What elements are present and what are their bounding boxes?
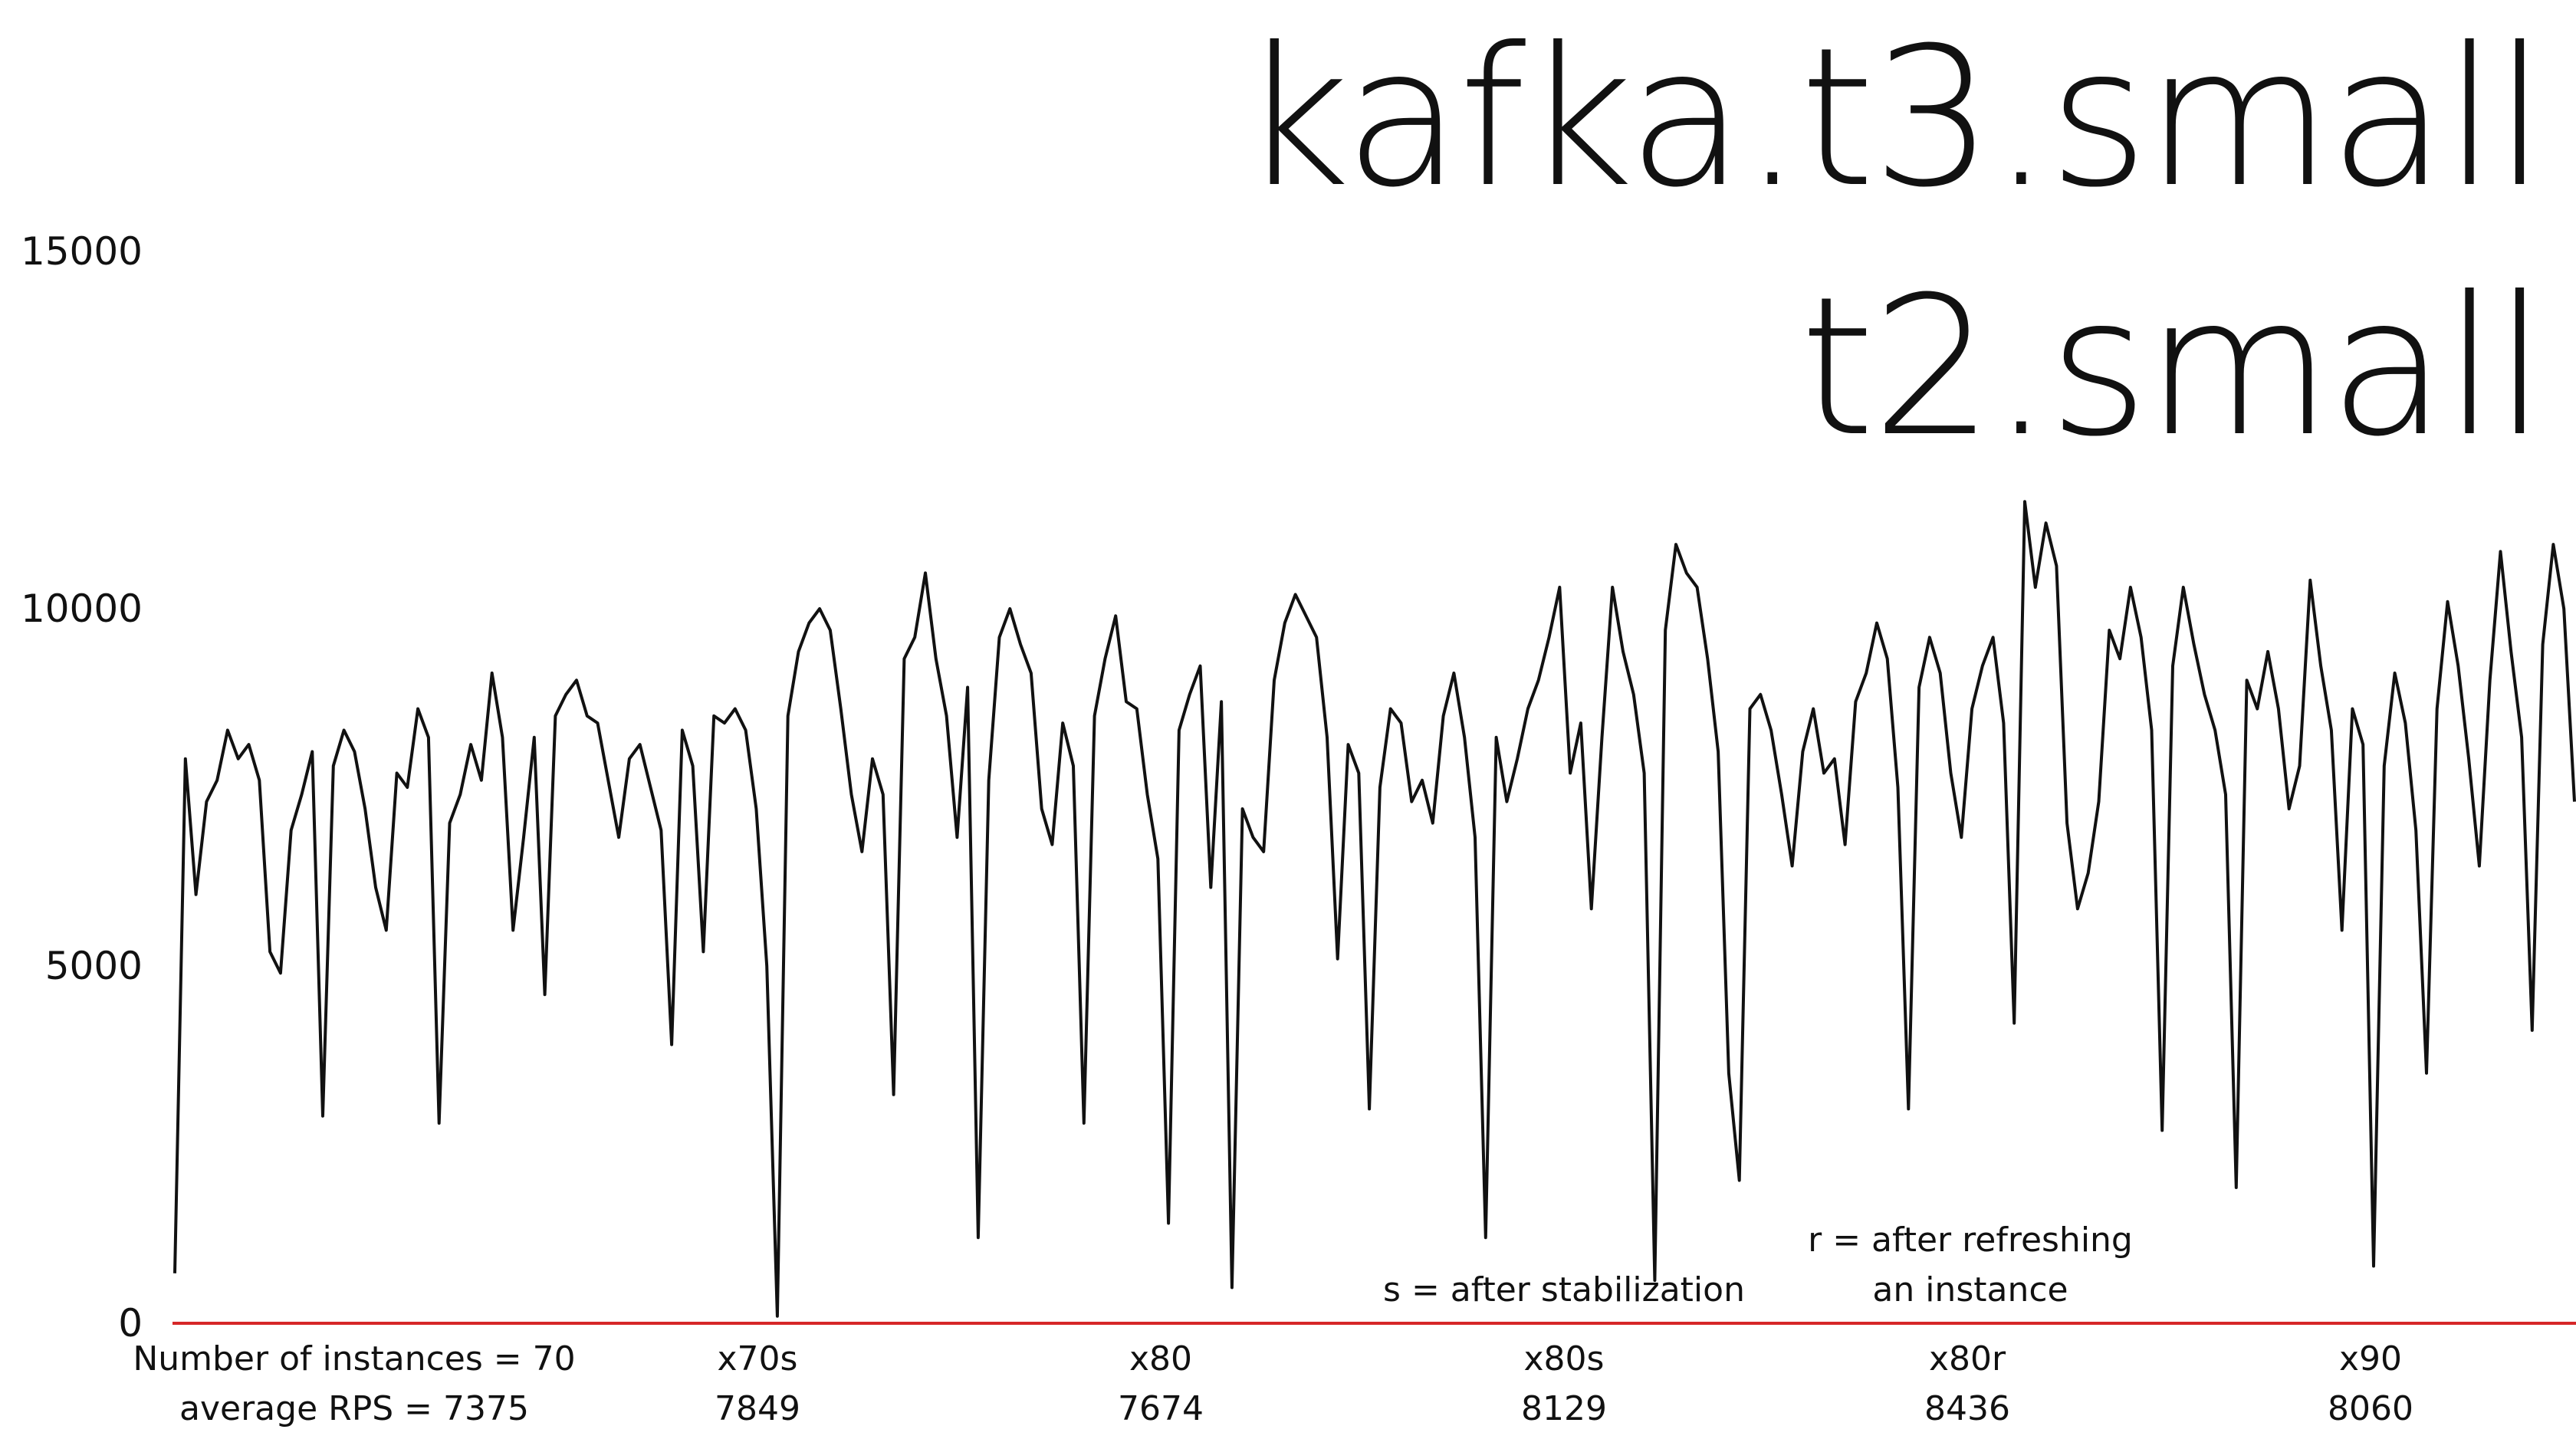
y-axis: 0 5000 10000 15000 (21, 229, 143, 1346)
segment-rps-label: 8129 (1521, 1389, 1607, 1428)
annotation-refreshing: r = after refreshing (1808, 1221, 2133, 1260)
chart-subtitle: t2.small (1800, 255, 2544, 478)
segment-label: x80s (1524, 1339, 1605, 1378)
segment-rps-label: 8060 (2328, 1389, 2413, 1428)
y-tick-label: 15000 (21, 229, 143, 274)
segment-label: x80r (1929, 1339, 2006, 1378)
y-tick-label: 10000 (21, 586, 143, 631)
segment-label: x70s (718, 1339, 798, 1378)
segment-rps-label: 7849 (715, 1389, 800, 1428)
segment-label: x90 (2339, 1339, 2402, 1378)
series-line (173, 500, 2576, 1318)
segment-rps-label: 8436 (1924, 1389, 2010, 1428)
annotation-instance: an instance (1872, 1270, 2068, 1309)
segment-labels: Number of instances = 70 average RPS = 73… (133, 1339, 2413, 1428)
segment-rps-label: 7674 (1118, 1389, 1204, 1428)
chart-title: kafka.t3.small (1240, 6, 2544, 229)
y-tick-label: 5000 (45, 944, 143, 988)
y-tick-label: 0 (118, 1301, 143, 1346)
segment-label: x80 (1129, 1339, 1192, 1378)
segment-label: Number of instances = 70 (133, 1339, 575, 1378)
segment-rps-label: average RPS = 7375 (179, 1389, 529, 1428)
annotation-stabilization: s = after stabilization (1383, 1270, 1745, 1309)
